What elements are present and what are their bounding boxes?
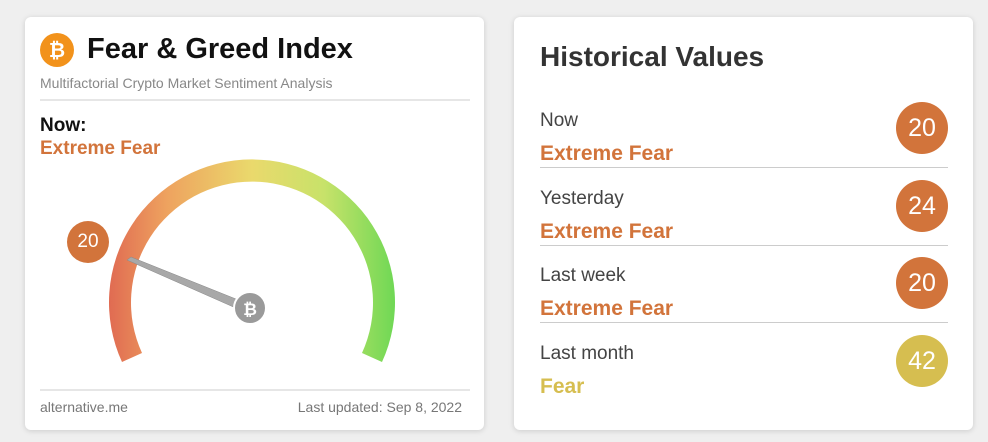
history-row: Now Extreme Fear 20 [540,102,948,187]
classification: Extreme Fear [40,138,161,159]
gauge-graphic: ₿ ₿ [40,33,470,391]
row-label: Last week [540,265,626,286]
row-classification: Extreme Fear [540,297,674,320]
title: Fear & Greed Index [87,33,353,65]
now-label: Now: [40,115,87,136]
svg-text:₿: ₿ [243,300,257,320]
history-card: Historical Values Now Extreme Fear 20 Yeste… [514,17,973,430]
row-value: 24 [896,179,948,232]
row-value: 20 [896,102,948,154]
index-card: ₿ ₿ Fear & Greed Index Multifactorial Cr… [25,17,484,430]
needle [126,256,252,314]
row-classification: Extreme Fear [540,142,674,165]
value-badge [67,221,109,263]
history-title: Historical Values [540,41,765,72]
history-row: Last month Fear 42 [540,334,948,420]
needle-hub [233,291,267,325]
subtitle: Multifactorial Crypto Market Sentiment A… [40,75,333,91]
history-row: Yesterday Extreme Fear 24 [540,179,948,265]
gauge-arc [108,159,395,362]
row-classification: Fear [540,374,585,398]
history-row: Last week Extreme Fear 20 [540,257,948,342]
row-divider [540,322,948,323]
row-divider [540,167,948,168]
row-value: 42 [896,334,948,387]
value-text: 20 [77,231,99,252]
last-updated: Last updated: Sep 8, 2022 [297,399,462,415]
svg-text:₿: ₿ [49,38,65,62]
row-label: Last month [540,342,634,364]
row-value: 20 [896,257,948,309]
row-classification: Extreme Fear [540,219,674,243]
row-label: Now [540,110,579,131]
row-label: Yesterday [540,187,624,209]
source: alternative.me [40,399,128,415]
row-divider [540,244,948,246]
bitcoin-icon [40,33,74,67]
